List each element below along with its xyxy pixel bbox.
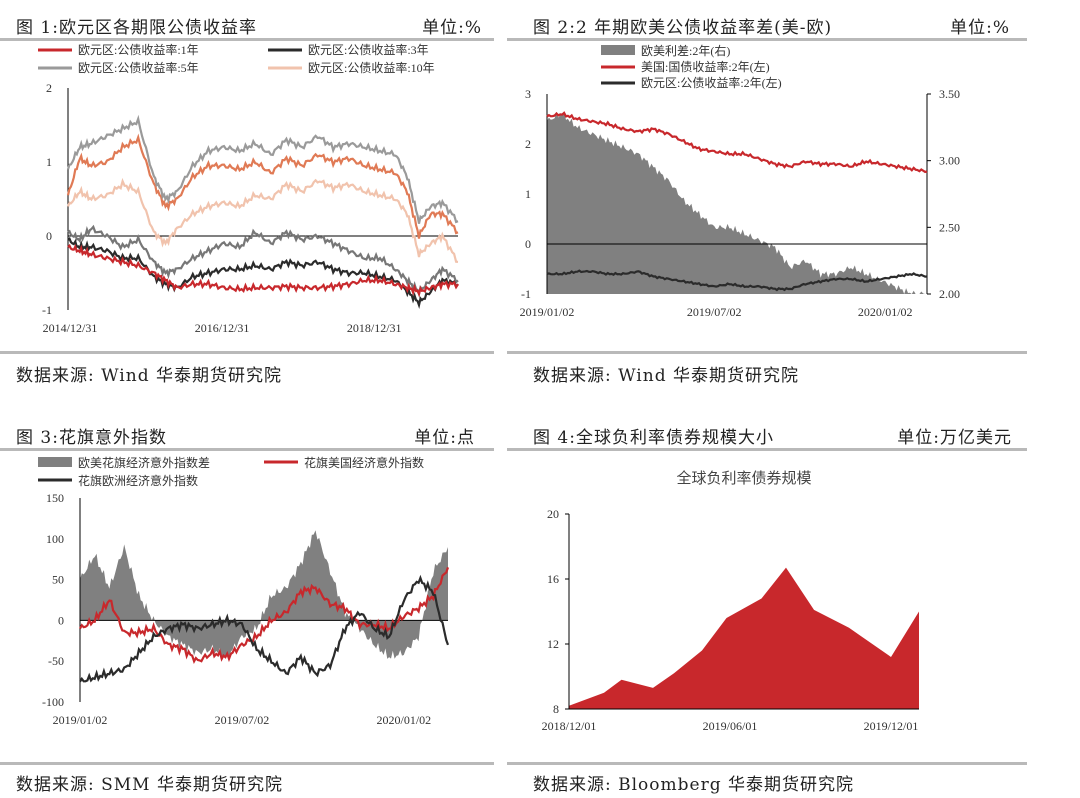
panel2-title: 图 2:2 年期欧美公债收益率差(美-欧) — [533, 18, 833, 38]
panel3-top-rule — [0, 448, 494, 451]
panel1-top-rule — [0, 38, 494, 41]
panel4-source: 数据来源: Bloomberg 华泰期货研究院 — [533, 775, 855, 795]
panel2-source: 数据来源: Wind 华泰期货研究院 — [533, 366, 799, 386]
negative-yield-area — [569, 567, 919, 709]
diff-area — [80, 530, 448, 660]
x-tick-label: 2016/12/31 — [195, 321, 250, 335]
legend-diff-swatch — [38, 457, 72, 467]
x-tick-label: 2020/01/02 — [377, 713, 432, 727]
y-tick-label: 1 — [46, 155, 52, 169]
y-tick-label: 2 — [46, 81, 52, 95]
eu-surprise-line — [79, 574, 450, 683]
y-tick-label: 12 — [547, 637, 559, 651]
legend-spread: 欧美利差:2年(右) — [641, 43, 730, 58]
x-tick-label: 2018/12/31 — [347, 321, 402, 335]
x-tick-label: 2019/12/01 — [864, 719, 919, 733]
legend-item-5y: 欧元区:公债收益率:5年 — [78, 60, 199, 75]
panel3-unit: 单位:点 — [414, 428, 475, 448]
y-right-tick-label: 2.50 — [939, 220, 960, 234]
y-right-tick-label: 3.50 — [939, 87, 960, 101]
panel1-title: 图 1:欧元区各期限公债收益率 — [16, 18, 257, 38]
y-tick-label: -100 — [42, 695, 64, 709]
y-left-tick-label: 1 — [525, 187, 531, 201]
eu-yield-line — [546, 269, 928, 292]
y-tick-label: 0 — [58, 613, 64, 627]
x-tick-label: 2019/07/02 — [687, 305, 742, 319]
legend-item-10y: 欧元区:公债收益率:10年 — [308, 60, 435, 75]
y-left-tick-label: 0 — [525, 237, 531, 251]
x-tick-label: 2019/06/01 — [703, 719, 758, 733]
y-tick-label: 20 — [547, 507, 559, 521]
y-tick-label: 50 — [52, 573, 64, 587]
x-tick-label: 2014/12/31 — [43, 321, 98, 335]
panel2-top-rule — [507, 38, 1027, 41]
x-tick-label: 2018/12/01 — [542, 719, 597, 733]
legend-spread-swatch — [601, 45, 635, 55]
panel2-unit: 单位:% — [950, 18, 1010, 38]
series-line-0 — [66, 133, 459, 239]
series-line-3 — [67, 224, 459, 298]
legend-us: 美国:国债收益率:2年(左) — [641, 59, 770, 74]
y-tick-label: 150 — [46, 491, 64, 505]
panel4-title: 图 4:全球负利率债券规模大小 — [533, 428, 774, 448]
us-surprise-line — [79, 567, 450, 665]
chart-title: 全球负利率债券规模 — [676, 469, 811, 487]
series-line-1 — [66, 114, 459, 224]
chart-2: 欧美利差:2年(右)美国:国债收益率:2年(左)欧元区:公债收益率:2年(左) 3… — [520, 43, 960, 319]
y-tick-label: 8 — [553, 702, 559, 716]
panel3-source: 数据来源: SMM 华泰期货研究院 — [16, 775, 283, 795]
y-left-tick-label: 3 — [525, 87, 531, 101]
y-right-tick-label: 3.00 — [939, 154, 960, 168]
chart-4: 全球负利率债券规模 20 16 12 8 2018/12/01 2019/06/01 2019… — [542, 469, 919, 733]
legend-item-1y: 欧元区:公债收益率:1年 — [78, 42, 199, 57]
legend-item-3y: 欧元区:公债收益率:3年 — [308, 42, 429, 57]
panel1-source: 数据来源: Wind 华泰期货研究院 — [16, 366, 282, 386]
panel4-unit: 单位:万亿美元 — [897, 428, 1012, 448]
panel4-top-rule — [507, 448, 1027, 451]
panel4-bottom-rule — [507, 762, 1027, 765]
x-tick-label: 2020/01/02 — [858, 305, 913, 319]
y-left-tick-label: -1 — [521, 287, 531, 301]
spread-area — [547, 111, 927, 294]
y-tick-label: -50 — [48, 654, 64, 668]
series-line-5 — [67, 243, 459, 298]
x-tick-label: 2019/07/02 — [215, 713, 270, 727]
y-tick-label: -1 — [42, 303, 52, 317]
panel3-title: 图 3:花旗意外指数 — [16, 428, 167, 448]
panel3-bottom-rule — [0, 762, 494, 765]
x-tick-label: 2019/01/02 — [520, 305, 575, 319]
legend-us: 花旗美国经济意外指数 — [304, 455, 424, 470]
legend-diff: 欧美花旗经济意外指数差 — [78, 455, 210, 470]
legend-eu: 花旗欧洲经济意外指数 — [78, 473, 198, 488]
y-tick-label: 100 — [46, 532, 64, 546]
x-tick-label: 2019/01/02 — [53, 713, 108, 727]
y-tick-label: 0 — [46, 229, 52, 243]
y-tick-label: 16 — [547, 572, 559, 586]
series-line-2 — [66, 177, 459, 263]
y-right-tick-label: 2.00 — [939, 287, 960, 301]
y-left-tick-label: 2 — [525, 137, 531, 151]
panel1-bottom-rule — [0, 351, 494, 354]
us-yield-line — [546, 111, 928, 174]
legend-eu: 欧元区:公债收益率:2年(左) — [641, 75, 782, 90]
panel1-unit: 单位:% — [422, 18, 482, 38]
panel2-bottom-rule — [507, 351, 1027, 354]
